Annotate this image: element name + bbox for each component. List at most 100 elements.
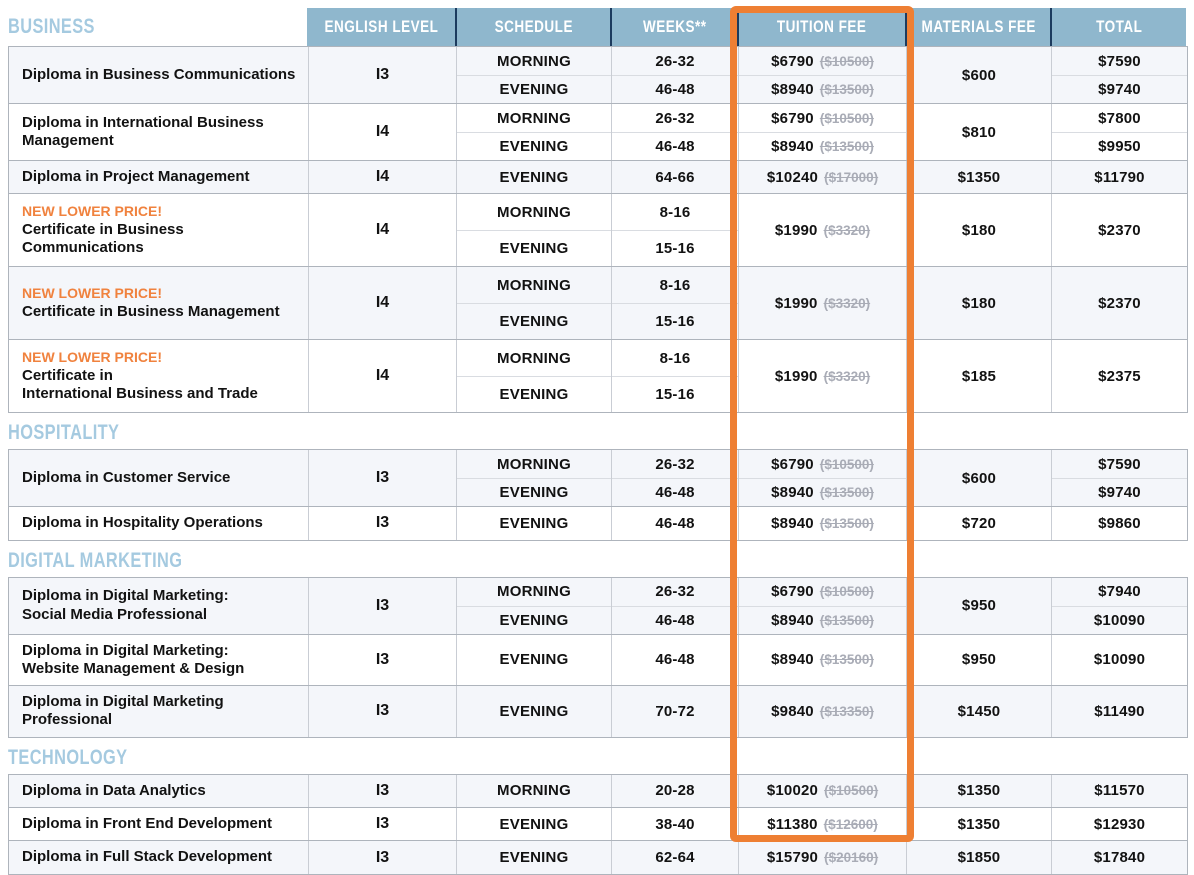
weeks-cell: 62-64 <box>611 841 738 874</box>
weeks-value: 46-48 <box>655 651 695 669</box>
materials-fee-value: $1350 <box>957 815 1001 833</box>
total-sub-cell: $9950 <box>1052 132 1187 160</box>
english-level-value: I3 <box>375 469 390 487</box>
course-name-cell: Diploma in Front End Development <box>9 808 308 840</box>
tuition-price: $9840 ($13350) <box>771 703 874 720</box>
weeks-value: 15-16 <box>655 240 695 258</box>
english-level-cell: I4 <box>308 194 456 267</box>
schedule-sub-cell: EVENING <box>457 841 611 873</box>
tuition-sub-cell: $8940 ($13500) <box>739 478 906 506</box>
old-price: ($3320) <box>823 222 871 238</box>
course-name-cell: Diploma in Hospitality Operations <box>9 507 308 539</box>
english-level-cell: I3 <box>308 507 456 540</box>
schedule-sub-cell: MORNING <box>457 578 611 606</box>
weeks-value: 46-48 <box>655 138 695 155</box>
schedule-sub-cell: EVENING <box>457 686 611 737</box>
section-body: Diploma in Data Analytics I3 MORNING 20-28 $… <box>8 773 1188 875</box>
tuition-fee-cell: $1990 ($3320) <box>738 267 906 340</box>
course-name-line: Diploma in Full Stack Development <box>22 848 273 866</box>
weeks-value: 46-48 <box>655 514 695 532</box>
old-price: ($17000) <box>824 169 879 185</box>
section-title-cell: DIGITAL MARKETING <box>8 549 307 573</box>
total-sub-cell: $7940 <box>1052 578 1187 606</box>
old-price: ($13500) <box>819 139 874 154</box>
tuition-price: $15790 ($20160) <box>767 849 878 866</box>
weeks-sub-cell: 46-48 <box>612 635 738 686</box>
current-price: $1990 <box>774 294 818 312</box>
course-name-line: Certificate in Business Management <box>22 302 280 320</box>
course-name-cell: Diploma in International Business Managem… <box>9 104 308 160</box>
english-level-value: I3 <box>375 650 390 668</box>
tuition-price: $11380 ($12600) <box>767 816 877 833</box>
schedule-value: MORNING <box>497 349 571 367</box>
tuition-fee-cell: $8940 ($13500) <box>738 634 906 686</box>
course-row: Diploma in Digital Marketing: Website Man… <box>9 633 1187 686</box>
schedule-cell: EVENING <box>456 841 611 874</box>
section-title-cell: TECHNOLOGY <box>8 746 307 770</box>
materials-fee-value: $950 <box>961 597 997 615</box>
tuition-fee-cell: $6790 ($10500) $8940 ($13500) <box>738 577 906 634</box>
schedule-value: EVENING <box>499 849 569 867</box>
schedule-value: EVENING <box>499 313 569 331</box>
materials-fee-value: $1350 <box>957 782 1001 800</box>
materials-fee-value: $185 <box>961 367 997 385</box>
total-cell: $2370 <box>1051 194 1187 267</box>
weeks-cell: 8-16 15-16 <box>611 340 738 413</box>
course-name-line: Diploma in Hospitality Operations <box>22 514 263 532</box>
tuition-price: $8940 ($13500) <box>771 138 874 155</box>
weeks-value: 15-16 <box>655 313 695 331</box>
total-value: $2370 <box>1098 221 1141 239</box>
tuition-price: $1990 ($3320) <box>775 222 870 239</box>
weeks-value: 15-16 <box>655 386 695 404</box>
tuition-fee-cell: $15790 ($20160) <box>738 841 906 874</box>
tuition-sub-cell: $10020 ($10500) <box>739 775 906 807</box>
weeks-sub-cell: 15-16 <box>612 376 738 412</box>
schedule-value: EVENING <box>499 611 569 629</box>
weeks-sub-cell: 26-32 <box>612 47 738 75</box>
tuition-price: $10240 ($17000) <box>767 169 878 186</box>
english-level-value: I3 <box>375 815 390 833</box>
tuition-price: $8940 ($13500) <box>771 651 874 668</box>
schedule-value: EVENING <box>499 138 569 155</box>
weeks-value: 26-32 <box>655 109 695 127</box>
schedule-cell: MORNING EVENING <box>456 267 611 340</box>
weeks-cell: 8-16 15-16 <box>611 194 738 267</box>
schedule-sub-cell: MORNING <box>457 47 611 75</box>
total-value: $9860 <box>1098 514 1141 532</box>
materials-fee-cell: $810 <box>906 104 1051 160</box>
old-price: ($13500) <box>819 515 874 531</box>
col-header-weeks: WEEKS** <box>610 8 737 46</box>
english-level-value: I3 <box>375 66 390 83</box>
course-row: Diploma in Business Communications I3 MORN… <box>9 47 1187 103</box>
materials-fee-value: $600 <box>961 66 997 84</box>
schedule-sub-cell: EVENING <box>457 75 611 103</box>
schedule-value: EVENING <box>499 168 569 186</box>
weeks-sub-cell: 70-72 <box>612 686 738 737</box>
tuition-sub-cell: $6790 ($10500) <box>739 578 906 606</box>
tuition-fee-cell: $6790 ($10500) $8940 ($13500) <box>738 47 906 103</box>
course-row: Diploma in Hospitality Operations I3 EVENI… <box>9 506 1187 540</box>
english-level-cell: I3 <box>308 808 456 841</box>
weeks-sub-cell: 46-48 <box>612 132 738 160</box>
weeks-sub-cell: 26-32 <box>612 450 738 478</box>
weeks-sub-cell: 8-16 <box>612 194 738 230</box>
current-price: $6790 <box>771 109 814 127</box>
total-cell: $7590 $9740 <box>1051 450 1187 507</box>
weeks-cell: 26-32 46-48 <box>611 577 738 634</box>
total-value: $9740 <box>1098 81 1141 98</box>
english-level-cell: I3 <box>308 686 456 737</box>
schedule-value: EVENING <box>499 702 569 720</box>
materials-fee-value: $180 <box>961 294 997 312</box>
course-name-line: Diploma in Business Communications <box>22 65 296 83</box>
course-name-line: Diploma in Front End Development <box>22 815 273 833</box>
schedule-value: EVENING <box>499 240 569 258</box>
section-head: HOSPITALITY <box>8 413 1188 449</box>
schedule-sub-cell: EVENING <box>457 808 611 840</box>
schedule-value: MORNING <box>497 109 571 127</box>
course-row: Diploma in Project Management I4 EVENING 64… <box>9 160 1187 194</box>
total-value: $11570 <box>1094 782 1145 800</box>
materials-fee-value: $1850 <box>957 849 1001 867</box>
course-name-line: Social Media Professional <box>22 605 208 623</box>
schedule-sub-cell: MORNING <box>457 340 611 376</box>
total-sub-cell: $10090 <box>1052 605 1187 634</box>
